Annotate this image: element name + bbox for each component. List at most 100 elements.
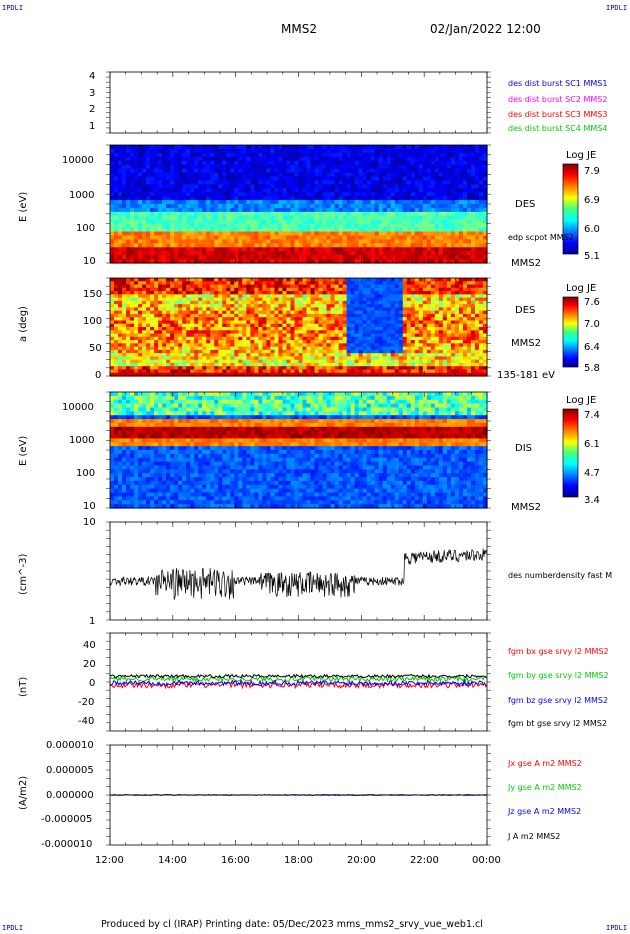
des-pitch-cell (282, 346, 288, 351)
des-pitch-cell (370, 284, 376, 289)
des-pitch-cell (190, 294, 195, 299)
des-pitch-cell (350, 291, 356, 295)
des-energy-cell (474, 204, 480, 209)
des-pitch-cell (166, 353, 171, 357)
des-energy-cell (286, 223, 292, 229)
des-pitch-cell (318, 291, 324, 295)
des-energy-cell (354, 259, 360, 264)
des-pitch-cell (378, 310, 384, 315)
des-pitch-cell (258, 313, 263, 318)
des-pitch-cell (250, 304, 255, 308)
des-pitch-cell (246, 291, 251, 295)
des-energy-cell (150, 259, 155, 264)
des-energy-cell (386, 176, 392, 181)
des-pitch-cell (202, 300, 207, 305)
des-energy-cell (478, 231, 484, 237)
des-energy-cell (342, 204, 348, 209)
des-energy-cell (342, 160, 348, 166)
des-pitch-cell (170, 353, 175, 357)
des-pitch-cell (382, 343, 388, 348)
des-energy-cell (426, 180, 432, 185)
des-pitch-cell (254, 323, 259, 328)
des-energy-cell (306, 247, 312, 252)
des-pitch-cell (158, 346, 163, 351)
des-pitch-cell (286, 287, 292, 292)
des-energy-cell (478, 160, 484, 166)
des-pitch-cell (294, 330, 300, 335)
des-energy-cell (350, 200, 356, 205)
des-energy-cell (298, 215, 304, 221)
des-energy-cell (202, 211, 207, 217)
des-pitch-cell (306, 313, 312, 318)
des-energy-cell (218, 239, 223, 244)
des-energy-cell (166, 247, 171, 252)
des-energy-cell (442, 223, 448, 229)
des-pitch-cell (146, 349, 151, 354)
des-energy-cell (482, 172, 488, 178)
des-energy-cell (294, 152, 300, 158)
des-energy-cell (378, 239, 384, 244)
des-pitch-cell (370, 372, 376, 377)
des-pitch-cell (322, 281, 328, 286)
des-energy-cell (226, 145, 231, 150)
des-pitch-cell (146, 313, 151, 318)
des-pitch-cell (262, 343, 268, 348)
des-pitch-cell (314, 284, 320, 289)
des-energy-cell (198, 219, 203, 225)
des-energy-cell (414, 243, 420, 248)
des-pitch-cell (206, 362, 211, 367)
des-energy-cell (358, 207, 364, 213)
des-energy-cell (338, 227, 344, 233)
des-energy-cell (398, 160, 404, 166)
des-pitch-cell (242, 336, 247, 341)
des-energy-cell (210, 215, 215, 221)
des-energy-cell (134, 215, 139, 221)
des-energy-cell (366, 251, 372, 256)
des-pitch-cell (122, 323, 127, 328)
des-pitch-cell (370, 300, 376, 305)
des-pitch-cell (142, 349, 147, 354)
des-energy-cell (394, 172, 400, 178)
des-pitch-cell (346, 356, 352, 361)
des-pitch-cell (210, 323, 215, 328)
des-pitch-cell (186, 353, 191, 357)
des-pitch-cell (182, 327, 187, 331)
des-pitch-cell (366, 333, 372, 338)
des-pitch-cell (358, 327, 364, 331)
des-pitch-cell (170, 336, 175, 341)
des-pitch-cell (150, 333, 155, 338)
des-pitch-cell (246, 330, 251, 335)
des-pitch-cell (118, 294, 123, 299)
des-pitch-cell (254, 369, 259, 374)
des-pitch-cell (250, 320, 255, 325)
des-energy-cell (166, 239, 171, 244)
des-pitch-cell (266, 310, 272, 315)
des-energy-cell (126, 239, 131, 244)
des-energy-cell (238, 188, 243, 193)
des-energy-cell (286, 207, 292, 213)
des-energy-cell (150, 184, 155, 189)
des-energy-cell (154, 152, 159, 158)
des-pitch-cell (326, 310, 332, 315)
des-energy-cell (218, 176, 223, 181)
des-energy-cell (282, 145, 288, 150)
des-pitch-cell (350, 356, 356, 361)
des-energy-cell (122, 168, 127, 174)
des-energy-cell (434, 188, 440, 193)
des-energy-cell (166, 156, 171, 162)
des-pitch-cell (202, 287, 207, 292)
des-energy-cell (482, 239, 488, 244)
des-energy-cell (118, 192, 123, 197)
des-energy-cell (182, 247, 187, 252)
des-pitch-cell (390, 294, 396, 299)
des-energy-cell (246, 223, 251, 229)
des-energy-cell (386, 200, 392, 205)
des-pitch-cell (370, 336, 376, 341)
des-pitch-cell (362, 349, 368, 354)
des-energy-cell (442, 211, 448, 217)
des-energy-cell (162, 180, 167, 185)
des-pitch-cell (178, 320, 183, 325)
des-pitch-cell (286, 297, 292, 302)
des-energy-cell (122, 223, 127, 229)
des-pitch-cell (286, 300, 292, 305)
